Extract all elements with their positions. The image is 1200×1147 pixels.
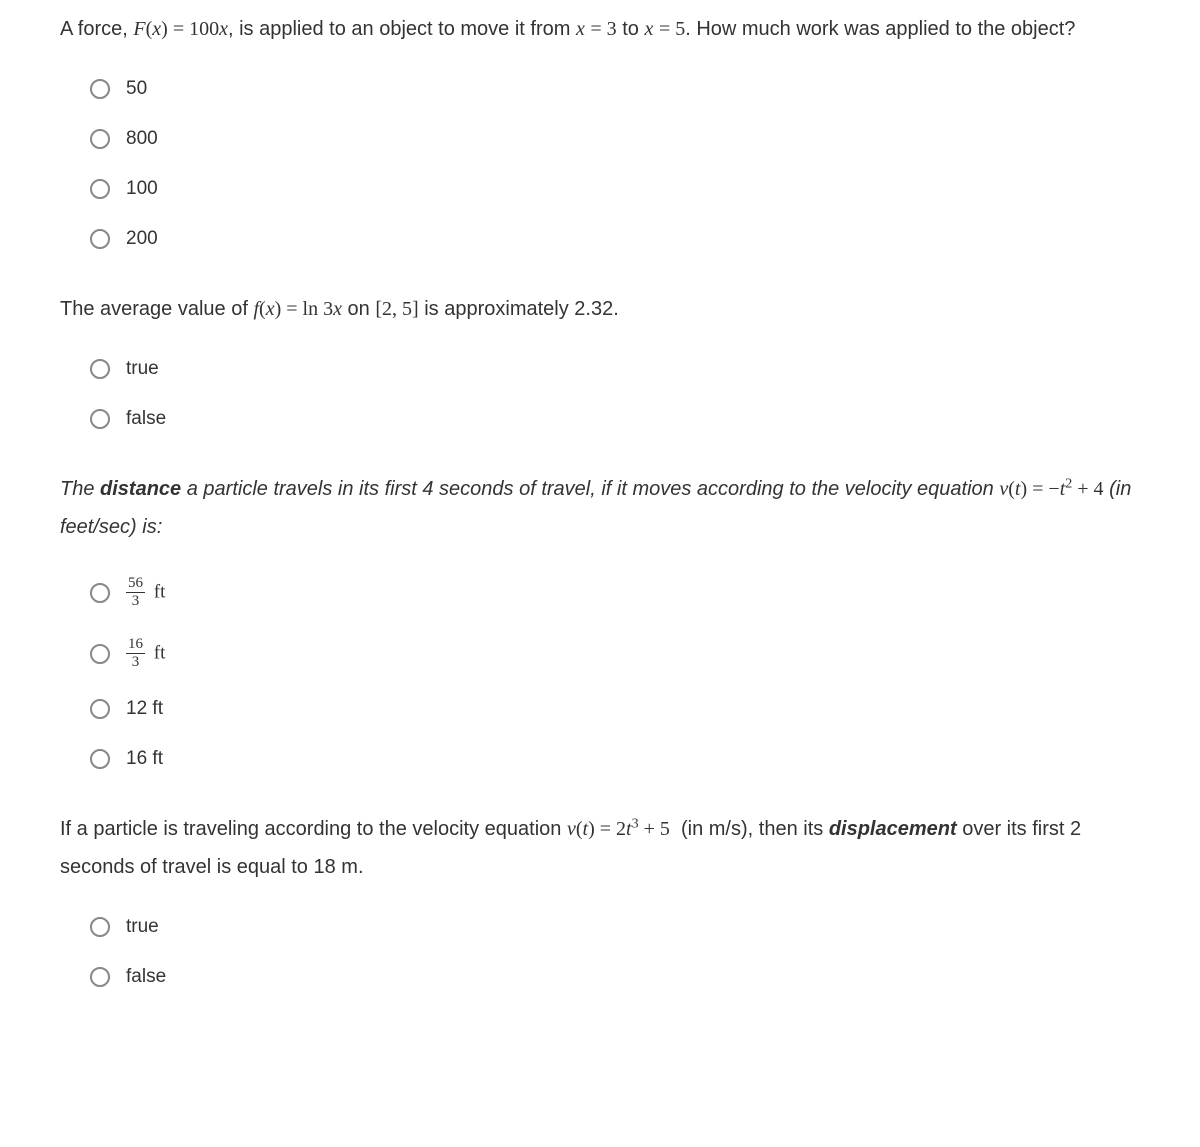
options-group: 563 ft 163 ft 12 ft 16 ft <box>90 576 1140 770</box>
radio-button[interactable] <box>90 409 110 429</box>
radio-button[interactable] <box>90 917 110 937</box>
radio-button[interactable] <box>90 179 110 199</box>
option-row[interactable]: 563 ft <box>90 576 1140 609</box>
option-label: false <box>126 966 166 988</box>
question-prompt: The average value of f(x) = ln 3x on [2,… <box>60 290 1140 328</box>
questions-container: A force, F(x) = 100x, is applied to an o… <box>60 10 1140 988</box>
question-block: The average value of f(x) = ln 3x on [2,… <box>60 290 1140 430</box>
option-row[interactable]: 800 <box>90 128 1140 150</box>
question-block: The distance a particle travels in its f… <box>60 470 1140 770</box>
option-label: true <box>126 358 159 380</box>
option-label: 12 ft <box>126 698 163 720</box>
option-row[interactable]: true <box>90 916 1140 938</box>
question-prompt: The distance a particle travels in its f… <box>60 470 1140 546</box>
option-row[interactable]: 200 <box>90 228 1140 250</box>
option-row[interactable]: false <box>90 966 1140 988</box>
quiz-page: A force, F(x) = 100x, is applied to an o… <box>0 0 1200 1058</box>
options-group: true false <box>90 916 1140 988</box>
option-label: 800 <box>126 128 158 150</box>
options-group: 50 800 100 200 <box>90 78 1140 250</box>
radio-button[interactable] <box>90 229 110 249</box>
option-row[interactable]: 16 ft <box>90 748 1140 770</box>
option-label: 50 <box>126 78 147 100</box>
option-label: true <box>126 916 159 938</box>
option-label: 16 ft <box>126 748 163 770</box>
radio-button[interactable] <box>90 79 110 99</box>
radio-button[interactable] <box>90 583 110 603</box>
option-row[interactable]: 12 ft <box>90 698 1140 720</box>
radio-button[interactable] <box>90 129 110 149</box>
question-block: A force, F(x) = 100x, is applied to an o… <box>60 10 1140 250</box>
option-label: 163 ft <box>126 637 165 670</box>
option-row[interactable]: 50 <box>90 78 1140 100</box>
option-label: 100 <box>126 178 158 200</box>
question-block: If a particle is traveling according to … <box>60 810 1140 988</box>
radio-button[interactable] <box>90 967 110 987</box>
option-row[interactable]: true <box>90 358 1140 380</box>
option-label: false <box>126 408 166 430</box>
question-prompt: A force, F(x) = 100x, is applied to an o… <box>60 10 1140 48</box>
radio-button[interactable] <box>90 644 110 664</box>
option-label: 200 <box>126 228 158 250</box>
option-row[interactable]: false <box>90 408 1140 430</box>
question-prompt: If a particle is traveling according to … <box>60 810 1140 886</box>
option-label: 563 ft <box>126 576 165 609</box>
option-row[interactable]: 100 <box>90 178 1140 200</box>
options-group: true false <box>90 358 1140 430</box>
radio-button[interactable] <box>90 359 110 379</box>
radio-button[interactable] <box>90 749 110 769</box>
option-row[interactable]: 163 ft <box>90 637 1140 670</box>
radio-button[interactable] <box>90 699 110 719</box>
